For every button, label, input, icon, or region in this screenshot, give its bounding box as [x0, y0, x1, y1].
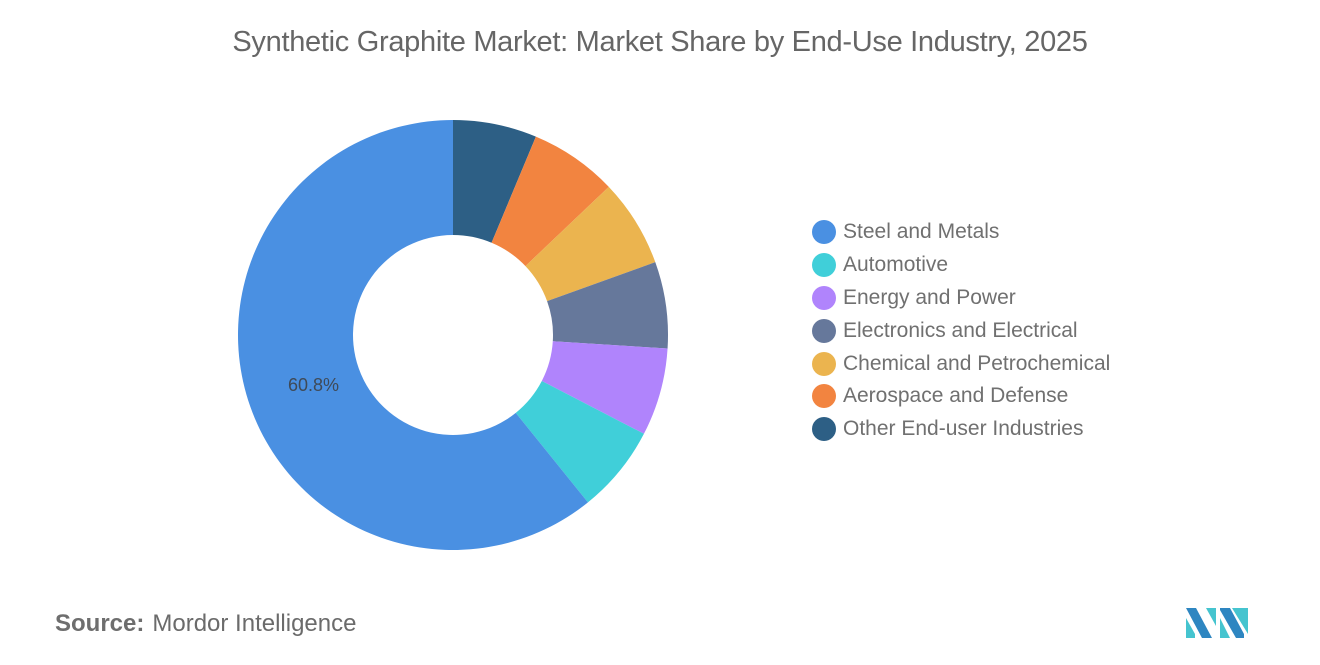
legend-swatch-icon: [812, 220, 836, 245]
legend-item-electronics-and-electrical[interactable]: Electronics and Electrical: [812, 314, 1110, 347]
slice-automotive[interactable]: [515, 380, 644, 503]
legend-item-other-end-user-industries[interactable]: Other End-user Industries: [812, 413, 1110, 446]
legend-swatch-icon: [812, 417, 836, 442]
donut-slices: [237, 120, 668, 551]
chart-title: Synthetic Graphite Market: Market Share …: [232, 26, 1088, 58]
slice-aerospace-and-defense[interactable]: [491, 136, 609, 267]
legend-swatch-icon: [812, 318, 836, 343]
slice-electronics-and-electrical[interactable]: [547, 262, 668, 349]
legend-label: Chemical and Petrochemical: [843, 351, 1111, 375]
legend-item-automotive[interactable]: Automotive: [812, 249, 1110, 282]
legend: Steel and Metals Automotive Energy and P…: [812, 216, 1110, 446]
legend-swatch-icon: [812, 351, 836, 376]
legend-swatch-icon: [812, 253, 836, 278]
mordor-intelligence-logo-icon: [1186, 608, 1248, 638]
legend-item-steel-and-metals[interactable]: Steel and Metals: [812, 216, 1110, 249]
legend-label: Other End-user Industries: [843, 417, 1084, 441]
slice-steel-and-metals[interactable]: [237, 120, 588, 551]
slice-chemical-and-petrochemical[interactable]: [525, 186, 656, 302]
slice-energy-and-power[interactable]: [541, 341, 668, 434]
source-note: Source: Mordor Intelligence: [55, 610, 356, 638]
slice-other-end-user-industries[interactable]: [453, 120, 536, 243]
source-value: Mordor Intelligence: [152, 610, 357, 637]
legend-item-energy-and-power[interactable]: Energy and Power: [812, 282, 1110, 315]
legend-label: Aerospace and Defense: [843, 384, 1069, 408]
legend-label: Steel and Metals: [843, 220, 1000, 244]
slice-label-steel: 60.8%: [288, 375, 339, 395]
legend-label: Automotive: [843, 253, 949, 277]
legend-swatch-icon: [812, 285, 836, 310]
legend-item-chemical-and-petrochemical[interactable]: Chemical and Petrochemical: [812, 347, 1110, 380]
legend-label: Electronics and Electrical: [843, 318, 1078, 342]
source-key: Source:: [55, 610, 145, 637]
legend-swatch-icon: [812, 384, 836, 409]
legend-item-aerospace-and-defense[interactable]: Aerospace and Defense: [812, 380, 1110, 413]
legend-label: Energy and Power: [843, 285, 1016, 309]
